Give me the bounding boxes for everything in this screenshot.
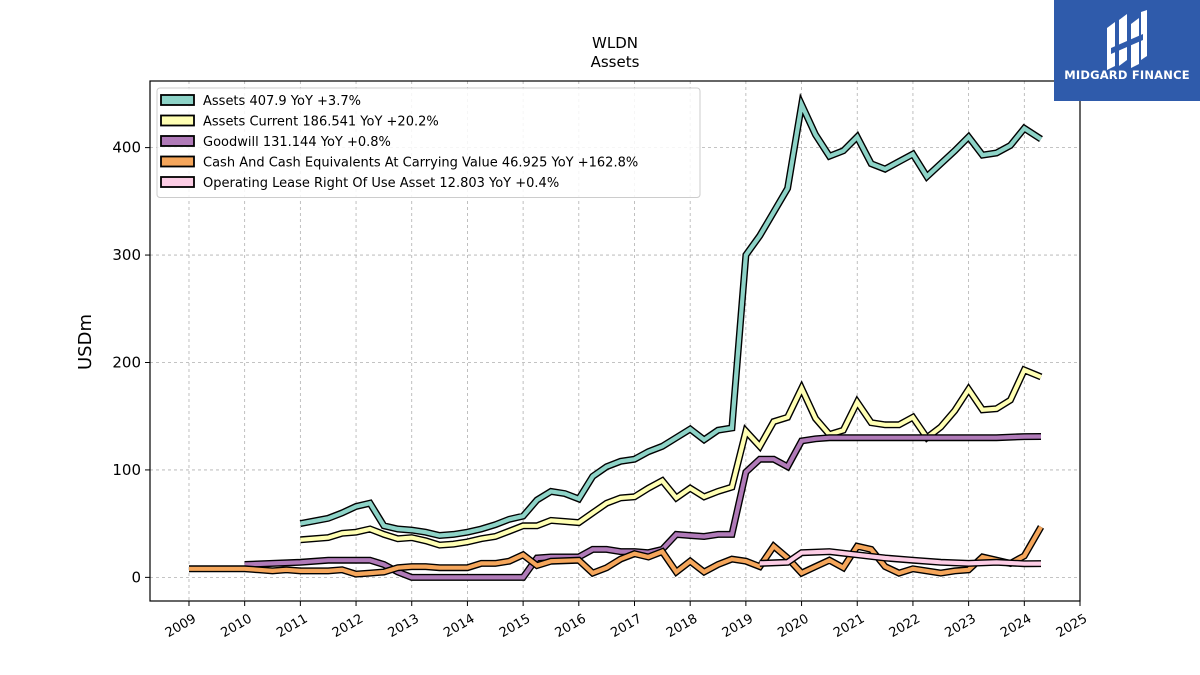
legend-swatch (160, 155, 195, 168)
series-1 (300, 365, 1043, 549)
series-line (759, 549, 1042, 566)
legend-item: Operating Lease Right Of Use Asset 12.80… (160, 176, 559, 191)
series-3 (189, 525, 1045, 578)
x-tick-label: 2019 (720, 611, 756, 641)
legend-label: Assets 407.9 YoY +3.7% (203, 94, 361, 109)
x-tick-label: 2009 (163, 611, 199, 641)
series-line (189, 525, 1043, 577)
legend-label: Cash And Cash Equivalents At Carrying Va… (203, 156, 638, 171)
y-tick-label: 100 (112, 461, 141, 479)
series-4 (759, 548, 1042, 568)
x-tick-label: 2020 (775, 611, 811, 641)
legend-item: Cash And Cash Equivalents At Carrying Va… (160, 155, 638, 171)
legend-item: Assets 407.9 YoY +3.7% (160, 94, 361, 109)
series-line (300, 367, 1042, 548)
x-tick-label: 2024 (998, 611, 1034, 641)
logo-mark-icon (1107, 10, 1147, 70)
series-line (300, 97, 1043, 538)
x-tick-label: 2012 (330, 611, 366, 641)
x-tick-label: 2018 (664, 611, 700, 641)
legend-label: Goodwill 131.144 YoY +0.8% (203, 135, 391, 150)
x-tick-label: 2017 (608, 611, 644, 641)
legend-label: Assets Current 186.541 YoY +20.2% (203, 115, 439, 130)
y-tick-label: 200 (112, 353, 141, 371)
brand-name: MIDGARD FINANCE (1064, 68, 1190, 82)
x-tick-label: 2013 (386, 611, 422, 641)
series-line-outline (300, 365, 1043, 549)
x-tick-label: 2022 (887, 611, 923, 641)
x-tick-label: 2025 (1054, 611, 1090, 641)
x-tick-label: 2021 (831, 611, 867, 641)
y-tick-label: 300 (112, 246, 141, 264)
x-tick-label: 2016 (553, 611, 589, 641)
y-axis: 0 100 200 300 400 (112, 139, 150, 586)
legend-item: Assets Current 186.541 YoY +20.2% (160, 114, 439, 130)
x-axis: 2009 2010 2011 2012 2013 2014 2015 2016 2017 2018… (163, 601, 1090, 641)
x-tick-label: 2014 (441, 611, 477, 641)
legend-label: Operating Lease Right Of Use Asset 12.80… (203, 176, 559, 191)
chart-title: WLDN (592, 34, 638, 52)
y-tick-label: 400 (112, 139, 141, 157)
x-tick-label: 2023 (942, 611, 978, 641)
x-tick-label: 2011 (274, 611, 310, 641)
legend-swatch (160, 94, 195, 106)
series-layer (189, 92, 1045, 581)
x-tick-label: 2015 (497, 611, 533, 641)
legend-item: Goodwill 131.144 YoY +0.8% (160, 135, 391, 150)
legend-swatch (160, 114, 195, 127)
legend: Assets 407.9 YoY +3.7% Assets Current 186… (156, 87, 701, 198)
legend-swatch (160, 176, 195, 188)
chart-subtitle: Assets (591, 53, 640, 71)
legend-box (156, 87, 701, 198)
plot-frame (149, 80, 1081, 602)
series-0 (299, 92, 1043, 540)
x-tick-label: 2010 (219, 611, 255, 641)
legend-swatch (160, 135, 195, 147)
y-tick-label: 0 (131, 568, 141, 586)
y-axis-label: USDm (75, 314, 96, 370)
brand-logo: MIDGARD FINANCE (1054, 0, 1200, 101)
